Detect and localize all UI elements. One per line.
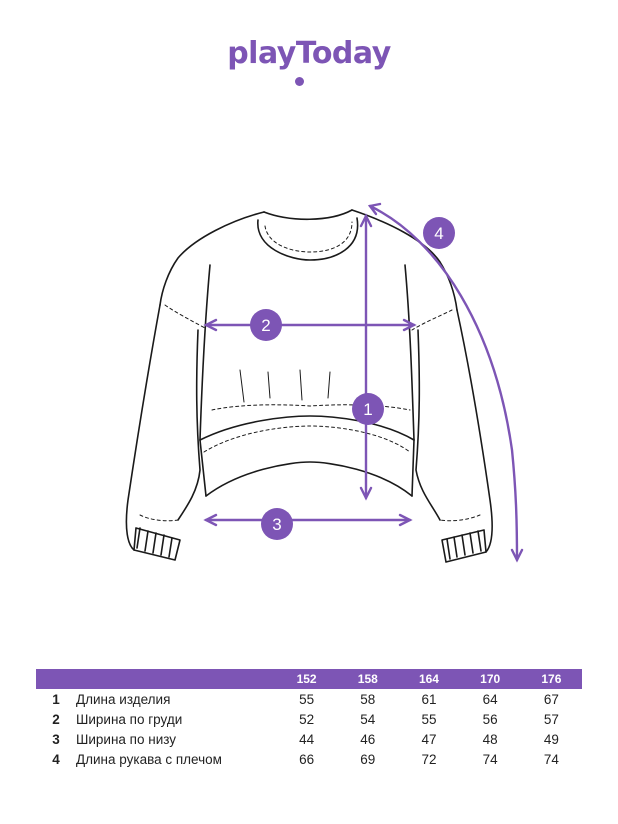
table-row: 2 Ширина по груди 52 54 55 56 57 xyxy=(36,709,582,729)
length-arrow-top xyxy=(359,213,373,228)
left-sleeve-gather xyxy=(139,514,179,522)
row-number: 3 xyxy=(52,731,60,747)
row-number: 1 xyxy=(52,691,60,707)
left-cuff xyxy=(133,527,181,561)
row-value: 69 xyxy=(360,751,376,767)
waistband-top xyxy=(199,415,415,441)
body-left-seam xyxy=(199,264,211,441)
left-shoulder xyxy=(159,211,265,306)
chest-arrow-right xyxy=(402,318,417,332)
waistband-stitch xyxy=(203,425,411,453)
row-value: 72 xyxy=(421,751,437,767)
row-number: 2 xyxy=(52,711,60,727)
left-drop-seam xyxy=(164,304,206,329)
length-arrow-bottom xyxy=(359,486,373,501)
badge-1: 1 xyxy=(352,393,384,425)
sleeve-line xyxy=(368,204,519,562)
row-value: 48 xyxy=(482,731,498,747)
row-label: Ширина по груди xyxy=(76,711,183,727)
size-header: 176 xyxy=(541,672,562,686)
svg-text:1: 1 xyxy=(363,400,372,419)
row-label: Длина рукава с плечом xyxy=(76,751,222,767)
svg-text:3: 3 xyxy=(272,515,281,534)
right-shoulder xyxy=(351,209,458,311)
sleeve-arrow-top xyxy=(367,202,382,216)
size-header: 170 xyxy=(480,672,501,686)
row-value: 55 xyxy=(421,711,437,727)
row-value: 56 xyxy=(482,711,498,727)
row-value: 57 xyxy=(543,711,559,727)
row-value: 44 xyxy=(299,731,315,747)
table-row: 3 Ширина по низу 44 46 47 48 49 xyxy=(36,729,582,749)
right-drop-seam xyxy=(411,309,453,331)
collar-outline xyxy=(263,209,353,221)
table-row: 4 Длина рукава с плечом 66 69 72 74 74 xyxy=(36,749,582,769)
right-cuff xyxy=(441,529,487,563)
badge-2: 2 xyxy=(250,309,282,341)
right-sleeve-inner xyxy=(415,329,441,521)
size-header: 158 xyxy=(357,672,378,686)
header-corner xyxy=(36,669,76,689)
size-header: 152 xyxy=(296,672,317,686)
body-right-seam xyxy=(404,264,415,441)
collar-inner xyxy=(257,217,359,261)
row-value: 46 xyxy=(360,731,376,747)
row-value: 74 xyxy=(482,751,498,767)
size-table-header: 152 158 164 170 176 xyxy=(36,669,582,689)
badge-4: 4 xyxy=(423,217,455,249)
header-corner-label xyxy=(76,669,276,689)
row-value: 64 xyxy=(482,691,498,707)
svg-text:4: 4 xyxy=(434,224,443,243)
row-value: 66 xyxy=(299,751,315,767)
row-value: 52 xyxy=(299,711,315,727)
row-value: 74 xyxy=(543,751,559,767)
size-table: 152 158 164 170 176 1 Длина изделия 55 5… xyxy=(36,669,582,769)
brand-logo: playToday xyxy=(227,36,391,71)
waistband-bottom xyxy=(205,461,413,497)
waistband-left xyxy=(199,439,207,497)
row-label: Ширина по низу xyxy=(76,731,177,747)
chest-arrow-left xyxy=(203,318,218,332)
row-number: 4 xyxy=(52,751,60,767)
left-sleeve-inner xyxy=(177,329,201,521)
row-value: 58 xyxy=(360,691,376,707)
right-sleeve xyxy=(456,309,493,553)
logo-dot xyxy=(295,77,304,86)
gather-lines xyxy=(239,369,331,403)
right-sleeve-gather xyxy=(439,514,481,522)
sleeve-arrow-bottom xyxy=(510,548,524,563)
hem-arrow-left xyxy=(203,513,218,527)
row-value: 67 xyxy=(543,691,559,707)
left-cuff-rib xyxy=(136,527,173,558)
size-header: 164 xyxy=(418,672,439,686)
right-cuff-rib xyxy=(446,530,482,560)
row-value: 61 xyxy=(421,691,437,707)
hem-arrow-right xyxy=(398,513,413,527)
left-sleeve xyxy=(125,304,161,551)
waistband-right xyxy=(411,439,415,497)
row-label: Длина изделия xyxy=(76,691,171,707)
row-value: 55 xyxy=(299,691,315,707)
collar-stitch xyxy=(264,221,353,253)
row-value: 54 xyxy=(360,711,376,727)
row-value: 47 xyxy=(421,731,437,747)
svg-text:2: 2 xyxy=(261,316,270,335)
table-row: 1 Длина изделия 55 58 61 64 67 xyxy=(36,689,582,709)
row-value: 49 xyxy=(543,731,559,747)
badge-3: 3 xyxy=(261,508,293,540)
